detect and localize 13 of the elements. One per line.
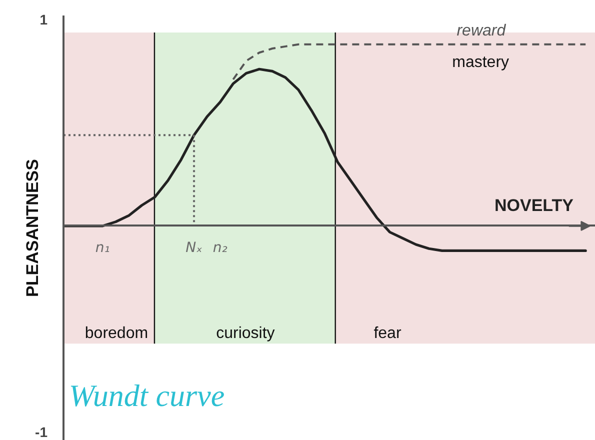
y-axis-title: PLEASANTNESS <box>23 159 42 297</box>
annotation: mastery <box>452 54 510 72</box>
annotation: curiosity <box>216 324 275 342</box>
y-tick-label: 1 <box>40 12 48 28</box>
series-label: reward <box>456 22 507 40</box>
annotation: boredom <box>84 324 148 342</box>
y-tick-label: -1 <box>35 424 48 440</box>
x-tick-label: Nₓ <box>186 240 202 256</box>
text: Wundt curve <box>68 378 225 413</box>
annotation: fear <box>374 324 402 342</box>
x-axis-title: NOVELTY <box>494 196 574 215</box>
x-tick-label: n₁ <box>95 240 110 256</box>
x-tick-label: n₂ <box>212 240 228 256</box>
